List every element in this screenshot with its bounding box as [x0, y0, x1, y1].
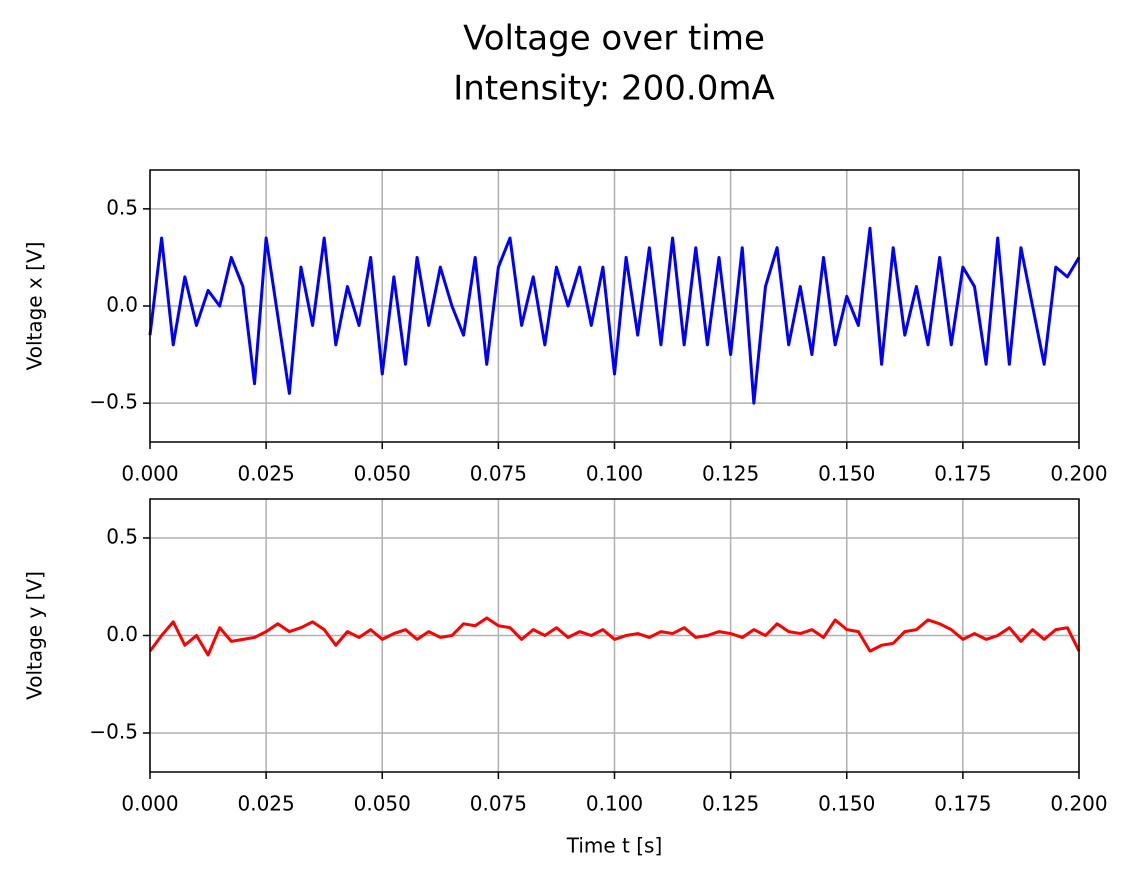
- x-tick-label: 0.000: [121, 792, 178, 816]
- x-tick-label: 0.125: [702, 792, 759, 816]
- x-tick-label: 0.200: [1050, 792, 1107, 816]
- x-tick-label: 0.075: [470, 792, 527, 816]
- x-tick-label: 0.150: [818, 792, 875, 816]
- y-tick-label: −0.5: [89, 720, 138, 744]
- y-axis-label: Voltage x [V]: [23, 242, 47, 371]
- plot-frame: [149, 169, 1080, 443]
- plot-frame: [149, 498, 1080, 773]
- y-axis-label: Voltage y [V]: [23, 571, 47, 700]
- y-tick-label: 0.5: [106, 525, 138, 549]
- x-tick-label: 0.175: [934, 462, 991, 486]
- figure-subtitle: Intensity: 200.0mA: [453, 69, 775, 109]
- x-tick-label: 0.050: [354, 792, 411, 816]
- x-tick-label: 0.175: [934, 792, 991, 816]
- y-tick-label: −0.5: [89, 390, 138, 414]
- x-tick-label: 0.050: [354, 462, 411, 486]
- x-tick-label: 0.075: [470, 462, 527, 486]
- x-tick-label: 0.025: [237, 792, 294, 816]
- y-tick-label: 0.0: [106, 622, 138, 646]
- x-tick-label: 0.125: [702, 462, 759, 486]
- x-tick-label: 0.200: [1050, 462, 1107, 486]
- x-tick-label: 0.000: [121, 462, 178, 486]
- y-tick-label: 0.5: [106, 195, 138, 219]
- data-line: [148, 226, 1081, 405]
- x-tick-label: 0.025: [237, 462, 294, 486]
- x-tick-label: 0.150: [818, 462, 875, 486]
- x-tick-label: 0.100: [586, 792, 643, 816]
- figure-title: Voltage over time: [463, 19, 765, 59]
- x-axis-label: Time t [s]: [566, 834, 663, 858]
- y-tick-label: 0.0: [106, 293, 138, 317]
- x-tick-label: 0.100: [586, 462, 643, 486]
- data-line: [148, 616, 1081, 657]
